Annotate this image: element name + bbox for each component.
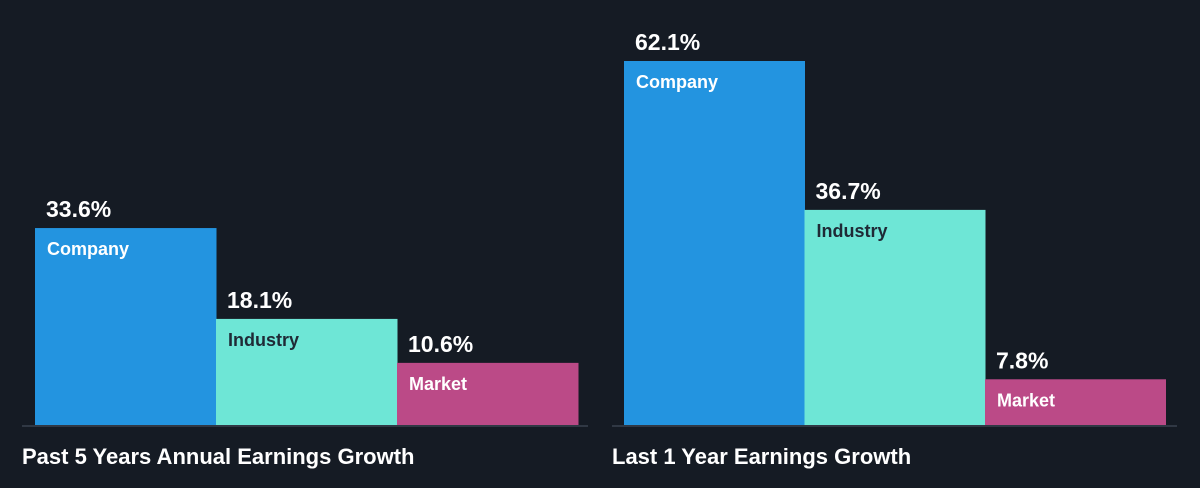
last-1-year-label-company: Company	[636, 72, 718, 92]
past-5-years-value-company: 33.6%	[46, 196, 111, 222]
past-5-years-panel: Past 5 Years Annual Earnings Growth 33.6…	[22, 196, 588, 469]
last-1-year-value-industry: 36.7%	[816, 178, 881, 204]
last-1-year-title: Last 1 Year Earnings Growth	[612, 444, 911, 469]
last-1-year-bar-company	[624, 61, 805, 425]
last-1-year-label-industry: Industry	[817, 221, 888, 241]
last-1-year-bar-industry	[804, 209, 986, 425]
past-5-years-label-market: Market	[409, 374, 467, 394]
last-1-year-panel: Last 1 Year Earnings Growth 62.1% Company…	[612, 29, 1177, 469]
last-1-year-value-company: 62.1%	[635, 29, 700, 55]
last-1-year-label-market: Market	[997, 390, 1055, 410]
last-1-year-value-market: 7.8%	[996, 347, 1048, 373]
last-1-year-bar-market	[985, 379, 1166, 425]
past-5-years-bar-company	[35, 228, 217, 425]
past-5-years-value-industry: 18.1%	[227, 287, 292, 313]
past-5-years-label-company: Company	[47, 239, 129, 259]
past-5-years-bar-industry	[216, 318, 398, 425]
past-5-years-bar-market	[397, 362, 579, 425]
past-5-years-title: Past 5 Years Annual Earnings Growth	[22, 444, 414, 469]
past-5-years-value-market: 10.6%	[408, 331, 473, 357]
past-5-years-label-industry: Industry	[228, 330, 299, 350]
